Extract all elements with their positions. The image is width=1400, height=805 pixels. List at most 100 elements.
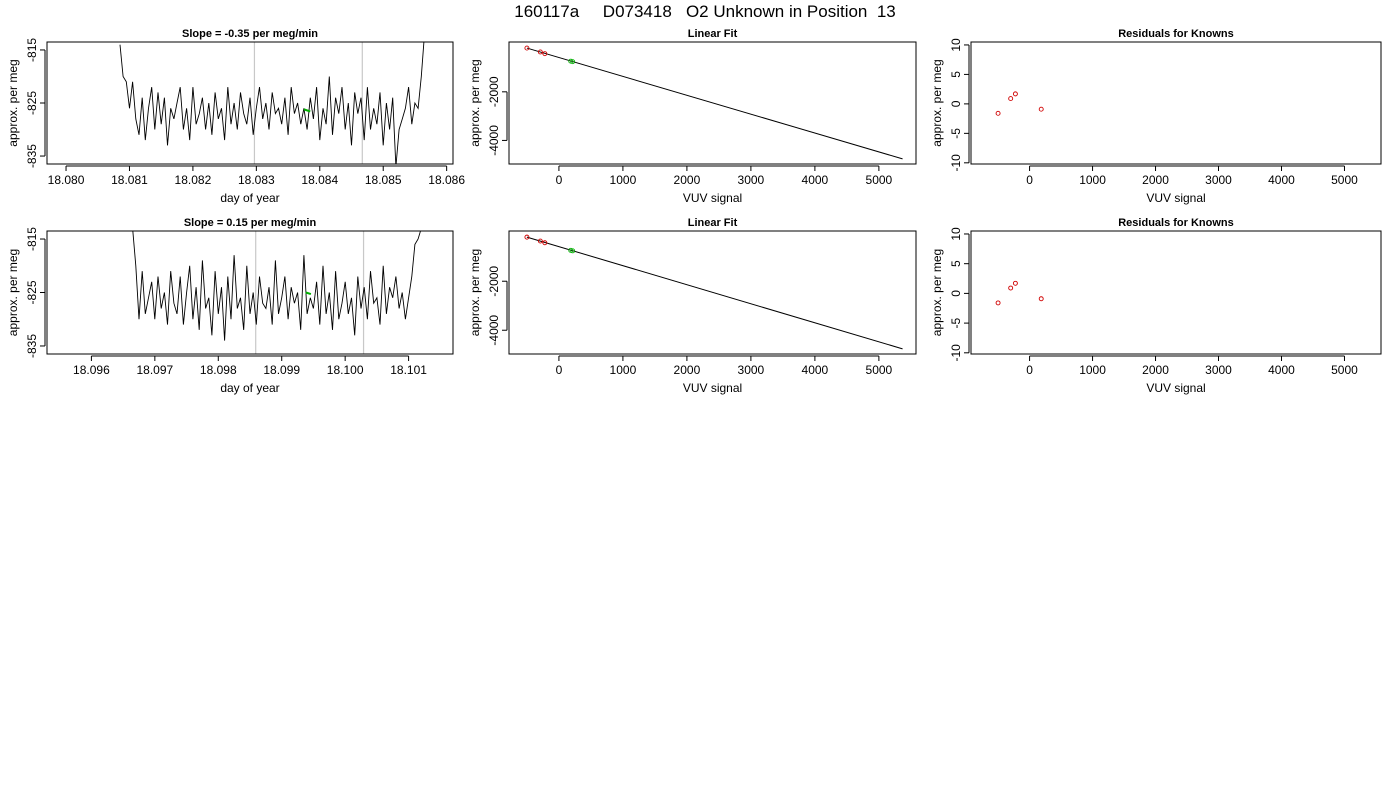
x-tick-label: 18.080 [48,173,85,187]
x-tick-label: 18.100 [327,363,364,377]
x-tick-label: 18.099 [263,363,300,377]
plot-area [995,91,1044,116]
y-tick-label: -825 [25,280,39,304]
y-tick-label: -4000 [487,125,501,156]
x-tick-label: 0 [1026,173,1033,187]
y-axis-label: approx. per meg [468,249,482,336]
y-tick-label: -5 [949,128,963,139]
data-trace-line [119,42,425,164]
plot-area [119,42,425,164]
chart-panel-5: Linear Fit 0 1000 2000 3000 4000 5000 VUV signa… [468,217,917,395]
x-tick-label: 18.082 [175,173,212,187]
x-tick-label: 4000 [802,363,829,377]
y-tick-label: -835 [25,144,39,168]
chart-title: Residuals for Knowns [1118,28,1234,40]
chart-title: Slope = -0.35 per meg/min [182,28,318,40]
y-tick-label: -10 [949,344,963,362]
y-tick-label: -835 [25,334,39,358]
x-tick-label: 4000 [802,173,829,187]
y-tick-label: -815 [25,38,39,62]
plot-area [524,45,903,160]
plot-frame [508,41,917,165]
y-tick-label: -815 [25,227,39,251]
residual-data-point [1012,91,1018,97]
x-tick-label: 1000 [610,173,637,187]
x-tick-label: 0 [1026,363,1033,377]
y-axis-label: approx. per meg [930,249,944,336]
x-axis-label: VUV signal [1146,381,1205,395]
residual-data-point [1008,96,1014,102]
x-tick-label: 18.101 [390,363,427,377]
unknown-data-point [570,59,576,65]
known-data-point [537,238,543,244]
plot-frame [46,41,454,165]
x-axis-label: VUV signal [683,191,742,205]
y-tick-label: -2000 [487,76,501,107]
x-tick-label: 0 [556,173,563,187]
fit-line [526,47,903,160]
y-tick-label: -825 [25,91,39,115]
figure-title: 160117a D073418 O2 Unknown in Position 1… [514,2,896,21]
x-tick-label: 18.084 [301,173,338,187]
plot-frame [508,230,917,355]
x-tick-label: 1000 [1079,173,1106,187]
residual-data-point [995,110,1001,116]
x-tick-label: 1000 [1079,363,1106,377]
chart-title: Linear Fit [688,28,738,40]
known-data-point [537,49,543,55]
known-data-point [542,51,548,57]
plot-area [132,231,421,354]
x-tick-label: 2000 [674,363,701,377]
x-tick-label: 18.096 [73,363,110,377]
unknown-data-point [570,248,576,254]
x-axis-label: VUV signal [1146,191,1205,205]
x-tick-label: 5000 [1331,363,1358,377]
plot-frame [46,230,454,355]
x-axis-label: day of year [220,191,279,205]
chart-title: Residuals for Knowns [1118,217,1234,229]
y-tick-label: -5 [949,317,963,328]
y-tick-label: -4000 [487,315,501,346]
plot-area [995,280,1044,306]
plot-frame [970,41,1382,165]
known-data-point [542,240,548,246]
chart-panel-2: Linear Fit 0 1000 2000 3000 4000 5000 VUV signa… [468,28,917,205]
y-tick-label: 10 [949,38,963,52]
x-tick-label: 2000 [1142,173,1169,187]
x-tick-label: 3000 [1205,173,1232,187]
y-axis-label: approx. per meg [468,59,482,146]
y-axis-label: approx. per meg [930,59,944,146]
x-tick-label: 1000 [610,363,637,377]
x-tick-label: 3000 [738,363,765,377]
residual-data-point [1038,296,1044,302]
x-tick-label: 5000 [866,173,893,187]
data-trace-line [132,231,421,341]
unknown-segment-line [303,108,311,113]
y-tick-label: -2000 [487,266,501,297]
chart-title: Linear Fit [688,217,738,229]
y-axis-label: approx. per meg [6,249,20,336]
plot-area [524,234,903,350]
x-tick-label: 18.086 [428,173,465,187]
x-tick-label: 18.098 [200,363,237,377]
x-tick-label: 5000 [866,363,893,377]
x-tick-label: 18.085 [365,173,402,187]
x-tick-label: 18.097 [136,363,173,377]
fit-line [526,236,903,350]
unknown-segment-line [305,291,312,296]
chart-panel-4: Slope = 0.15 per meg/min 18.096 18.097 18.0… [6,217,454,395]
chart-title: Slope = 0.15 per meg/min [184,217,317,229]
x-tick-label: 4000 [1268,363,1295,377]
x-axis-label: day of year [220,381,279,395]
x-tick-label: 2000 [674,173,701,187]
chart-panel-6: Residuals for Knowns 0 1000 2000 3000 4000 500… [930,217,1382,395]
residual-data-point [995,300,1001,306]
y-tick-label: 10 [949,227,963,241]
x-tick-label: 4000 [1268,173,1295,187]
residual-data-point [1038,106,1044,112]
x-tick-label: 3000 [1205,363,1232,377]
y-tick-label: 5 [949,71,963,78]
x-tick-label: 18.081 [111,173,148,187]
